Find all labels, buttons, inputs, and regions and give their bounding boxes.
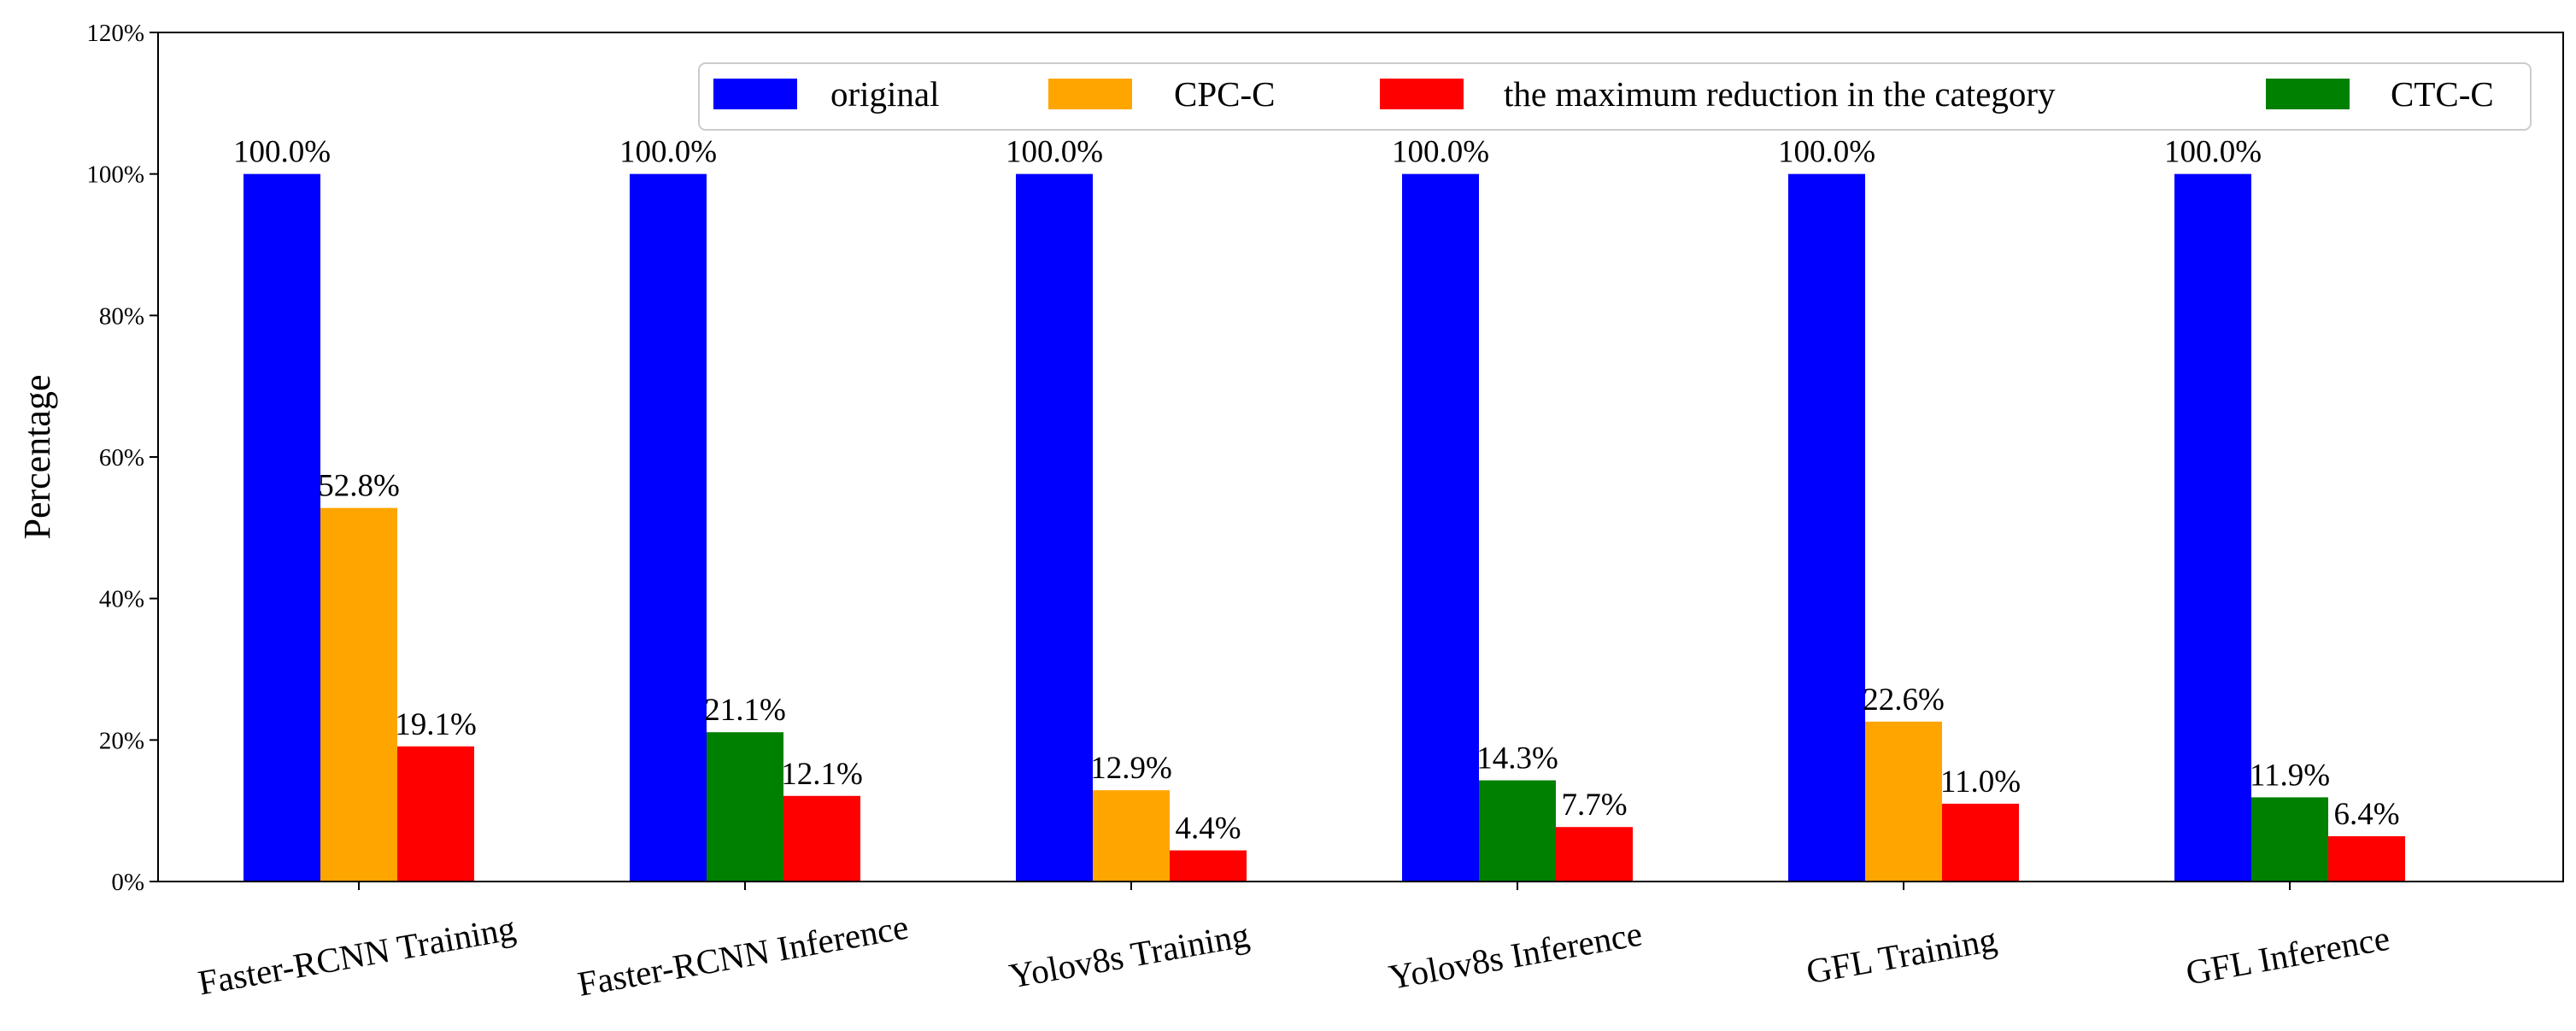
x-axis: Faster-RCNN Training Faster-RCNN Inferenc…: [195, 882, 2392, 1004]
bar-faster-rcnn-inference-ctc-c: [707, 732, 783, 882]
legend-label-the-maximum-reduction-in-the-category: the maximum reduction in the category: [1504, 74, 2056, 114]
legend-frame: [698, 62, 2532, 131]
bar-faster-rcnn-training-original: [244, 173, 320, 882]
y-tick-label: 60%: [99, 444, 144, 472]
data-label-gfl-training-original: 100.0%: [1778, 135, 1875, 170]
x-tick-label-faster-rcnn-training: Faster-RCNN Training: [195, 908, 518, 1003]
y-axis-title: Percentage: [16, 375, 58, 540]
data-label-gfl-inference-original: 100.0%: [2164, 135, 2262, 170]
bar-yolov8s-training-the-maximum-reduction-in-the-category: [1170, 850, 1247, 882]
x-tick-label-yolov8s-training: Yolov8s Training: [1006, 915, 1253, 996]
bar-faster-rcnn-training-the-maximum-reduction-in-the-category: [397, 746, 474, 882]
legend-label-cpc-c: CPC-C: [1174, 74, 1276, 114]
data-label-yolov8s-training-original: 100.0%: [1006, 135, 1103, 170]
data-label-faster-rcnn-training-original: 100.0%: [233, 135, 331, 170]
data-label-faster-rcnn-inference-the-maximum-reduction-in-the-category: 12.1%: [781, 757, 863, 792]
bar-faster-rcnn-inference-original: [630, 173, 707, 882]
bar-gfl-inference-ctc-c: [2251, 797, 2328, 882]
data-labels-layer: 100.0% 52.8% 19.1% 100.0% 21.1% 12.1% 100.0% 12…: [233, 135, 2400, 846]
legend-swatch-ctc-c: [2266, 79, 2350, 109]
y-tick-label: 80%: [99, 302, 144, 330]
x-tick-label-gfl-inference: GFL Inference: [2183, 918, 2392, 993]
data-label-faster-rcnn-inference-original: 100.0%: [619, 135, 717, 170]
legend-label-ctc-c: CTC-C: [2391, 74, 2494, 114]
data-label-yolov8s-inference-ctc-c: 14.3%: [1476, 741, 1558, 776]
bar-yolov8s-inference-the-maximum-reduction-in-the-category: [1556, 827, 1633, 882]
y-tick-label: 100%: [86, 161, 144, 189]
legend: original CPC-C the maximum reduction in th…: [698, 62, 2532, 131]
y-tick-label: 40%: [99, 586, 144, 613]
data-label-faster-rcnn-training-cpc-c: 52.8%: [318, 469, 400, 504]
data-label-gfl-inference-the-maximum-reduction-in-the-category: 6.4%: [2333, 797, 2399, 832]
bar-gfl-inference-the-maximum-reduction-in-the-category: [2328, 835, 2405, 882]
bar-faster-rcnn-inference-the-maximum-reduction-in-the-category: [783, 795, 860, 882]
data-label-yolov8s-inference-original: 100.0%: [1392, 135, 1489, 170]
legend-label-original: original: [830, 74, 940, 114]
bar-faster-rcnn-training-cpc-c: [320, 507, 397, 882]
data-label-faster-rcnn-training-the-maximum-reduction-in-the-category: 19.1%: [395, 707, 477, 742]
y-tick-label: 120%: [86, 20, 144, 47]
legend-swatch-the-maximum-reduction-in-the-category: [1380, 79, 1464, 109]
y-axis: 0% 20% 40% 60% 80% 100% 120%: [86, 20, 158, 896]
data-label-gfl-training-cpc-c: 22.6%: [1863, 682, 1945, 718]
data-label-gfl-inference-ctc-c: 11.9%: [2250, 758, 2330, 793]
x-tick-label-yolov8s-inference: Yolov8s Inference: [1386, 914, 1645, 997]
bar-gfl-training-original: [1788, 173, 1865, 882]
y-tick-label: 20%: [99, 727, 144, 754]
bar-yolov8s-training-original: [1016, 173, 1093, 882]
data-label-faster-rcnn-inference-ctc-c: 21.1%: [704, 693, 786, 728]
data-label-gfl-training-the-maximum-reduction-in-the-category: 11.0%: [1940, 764, 2021, 800]
legend-swatch-cpc-c: [1048, 79, 1132, 109]
x-tick-label-gfl-training: GFL Training: [1804, 919, 2000, 991]
bar-gfl-training-cpc-c: [1865, 721, 1942, 882]
bar-yolov8s-training-cpc-c: [1093, 790, 1170, 882]
data-label-yolov8s-training-cpc-c: 12.9%: [1090, 751, 1172, 786]
data-label-yolov8s-training-the-maximum-reduction-in-the-category: 4.4%: [1175, 811, 1241, 846]
legend-swatch-original: [713, 79, 797, 109]
bar-gfl-inference-original: [2174, 173, 2251, 882]
y-tick-label: 0%: [111, 869, 144, 896]
bar-gfl-training-the-maximum-reduction-in-the-category: [1942, 803, 2019, 882]
x-tick-label-faster-rcnn-inference: Faster-RCNN Inference: [575, 907, 912, 1004]
bar-yolov8s-inference-ctc-c: [1479, 780, 1556, 882]
bar-yolov8s-inference-original: [1402, 173, 1479, 882]
data-label-yolov8s-inference-the-maximum-reduction-in-the-category: 7.7%: [1561, 788, 1627, 823]
bars-layer: [244, 173, 2405, 882]
